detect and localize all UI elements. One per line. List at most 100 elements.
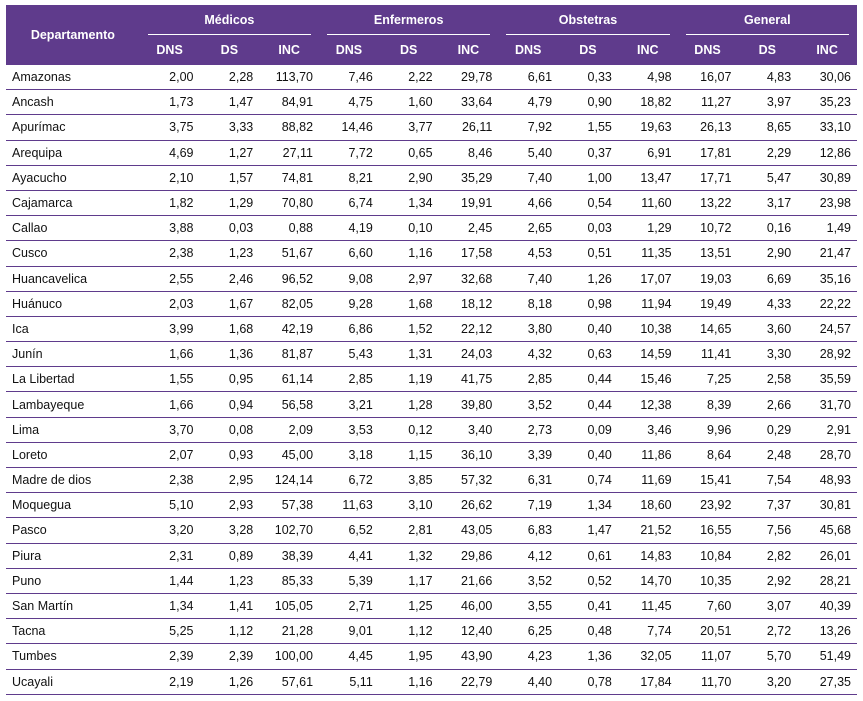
cell-value: 22,79	[438, 669, 499, 695]
cell-value: 2,38	[139, 240, 200, 267]
cell-value: 17,58	[438, 240, 499, 267]
cell-value: 3,10	[378, 492, 439, 519]
table-row: Huancavelica 2,55 2,46 96,52 9,08 2,97 32,68 7,…	[6, 266, 857, 292]
cell-departamento: Moquegua	[6, 492, 140, 519]
cell-value: 7,74	[617, 618, 678, 645]
cell-value: 0,89	[199, 543, 260, 569]
cell-departamento: Tacna	[6, 618, 140, 645]
cell-value: 35,23	[797, 89, 857, 116]
cell-value: 19,49	[677, 291, 738, 317]
cell-value: 2,85	[498, 366, 559, 393]
cell-value: 28,92	[797, 341, 857, 368]
cell-value: 2,82	[737, 543, 798, 569]
cell-value: 61,14	[259, 366, 320, 393]
cell-value: 1,29	[617, 215, 678, 242]
cell-value: 1,23	[199, 568, 260, 594]
cell-value: 1,31	[378, 341, 439, 368]
cell-value: 57,38	[259, 492, 320, 519]
cell-value: 4,23	[498, 643, 559, 670]
cell-value: 1,95	[378, 643, 439, 670]
cell-value: 42,19	[259, 316, 320, 343]
cell-departamento: Amazonas	[6, 63, 140, 91]
cell-value: 4,45	[319, 643, 379, 670]
cell-value: 0,51	[558, 240, 618, 267]
cell-value: 12,40	[438, 618, 499, 645]
header-ds: DS	[199, 35, 260, 65]
table-row: Lambayeque 1,66 0,94 56,58 3,21 1,28 39,80 3,52…	[6, 391, 857, 418]
table-row: Ica 3,99 1,68 42,19 6,86 1,52 22,12 3,80 0,40 10,…	[6, 316, 857, 343]
cell-value: 0,40	[558, 442, 618, 469]
cell-value: 0,08	[199, 417, 260, 443]
cell-value: 3,33	[199, 114, 260, 141]
cell-departamento: San Martín	[6, 593, 140, 620]
cell-value: 1,36	[199, 341, 260, 368]
cell-departamento: Piura	[6, 543, 140, 569]
cell-value: 0,95	[199, 366, 260, 393]
cell-value: 18,60	[617, 492, 678, 519]
cell-value: 0,10	[378, 215, 439, 242]
cell-value: 2,31	[139, 543, 200, 569]
cell-value: 1,00	[558, 165, 618, 191]
cell-value: 3,60	[737, 316, 798, 343]
cell-value: 17,84	[617, 669, 678, 695]
cell-value: 14,70	[617, 568, 678, 594]
header-inc: INC	[259, 35, 320, 65]
cell-value: 7,19	[498, 492, 559, 519]
table-row: Ucayali 2,19 1,26 57,61 5,11 1,16 22,79 4,40 0,7…	[6, 669, 857, 695]
cell-value: 35,59	[797, 366, 857, 393]
cell-value: 1,12	[199, 618, 260, 645]
table-row: Junín 1,66 1,36 81,87 5,43 1,31 24,03 4,32 0,63 1…	[6, 341, 857, 368]
header-group-label: Obstetras	[558, 13, 618, 27]
cell-value: 2,03	[139, 291, 200, 317]
cell-value: 56,58	[259, 391, 320, 418]
cell-value: 0,78	[558, 669, 618, 695]
header-inc: INC	[617, 35, 678, 65]
cell-value: 81,87	[259, 341, 320, 368]
header-ds: DS	[737, 35, 798, 65]
table-row: Lima 3,70 0,08 2,09 3,53 0,12 3,40 2,73 0,09 3,46…	[6, 417, 857, 443]
cell-value: 8,65	[737, 114, 798, 141]
cell-value: 6,52	[319, 517, 379, 544]
cell-value: 5,70	[737, 643, 798, 670]
cell-departamento: Ucayali	[6, 669, 140, 695]
cell-value: 3,21	[319, 391, 379, 418]
cell-value: 10,35	[677, 568, 738, 594]
cell-value: 1,66	[139, 341, 200, 368]
cell-value: 8,64	[677, 442, 738, 469]
cell-value: 10,84	[677, 543, 738, 569]
cell-value: 4,79	[498, 89, 559, 116]
cell-value: 5,40	[498, 140, 559, 166]
cell-value: 13,51	[677, 240, 738, 267]
cell-value: 6,61	[498, 63, 559, 91]
cell-value: 40,39	[797, 593, 857, 620]
cell-value: 11,63	[319, 492, 379, 519]
cell-value: 4,69	[139, 140, 200, 166]
cell-value: 0,93	[199, 442, 260, 469]
cell-value: 2,48	[737, 442, 798, 469]
cell-departamento: Puno	[6, 568, 140, 594]
header-inc: INC	[438, 35, 499, 65]
cell-departamento: Junín	[6, 341, 140, 368]
cell-value: 5,43	[319, 341, 379, 368]
cell-value: 70,80	[259, 190, 320, 217]
cell-value: 23,92	[677, 492, 738, 519]
cell-value: 32,05	[617, 643, 678, 670]
cell-value: 3,53	[319, 417, 379, 443]
cell-value: 1,49	[797, 215, 857, 242]
cell-value: 2,00	[139, 63, 200, 91]
cell-value: 16,55	[677, 517, 738, 544]
cell-value: 1,52	[378, 316, 439, 343]
cell-value: 1,41	[199, 593, 260, 620]
cell-value: 5,25	[139, 618, 200, 645]
cell-departamento: Loreto	[6, 442, 140, 469]
cell-value: 8,46	[438, 140, 499, 166]
table-row: Amazonas 2,00 2,28 113,70 7,46 2,22 29,78 6,61 0…	[6, 63, 857, 91]
cell-value: 0,03	[558, 215, 618, 242]
cell-value: 3,85	[378, 467, 439, 494]
header-dns: DNS	[677, 35, 738, 65]
cell-value: 29,78	[438, 63, 499, 91]
cell-value: 4,32	[498, 341, 559, 368]
cell-value: 10,38	[617, 316, 678, 343]
cell-value: 102,70	[259, 517, 320, 544]
cell-value: 113,70	[259, 63, 320, 91]
